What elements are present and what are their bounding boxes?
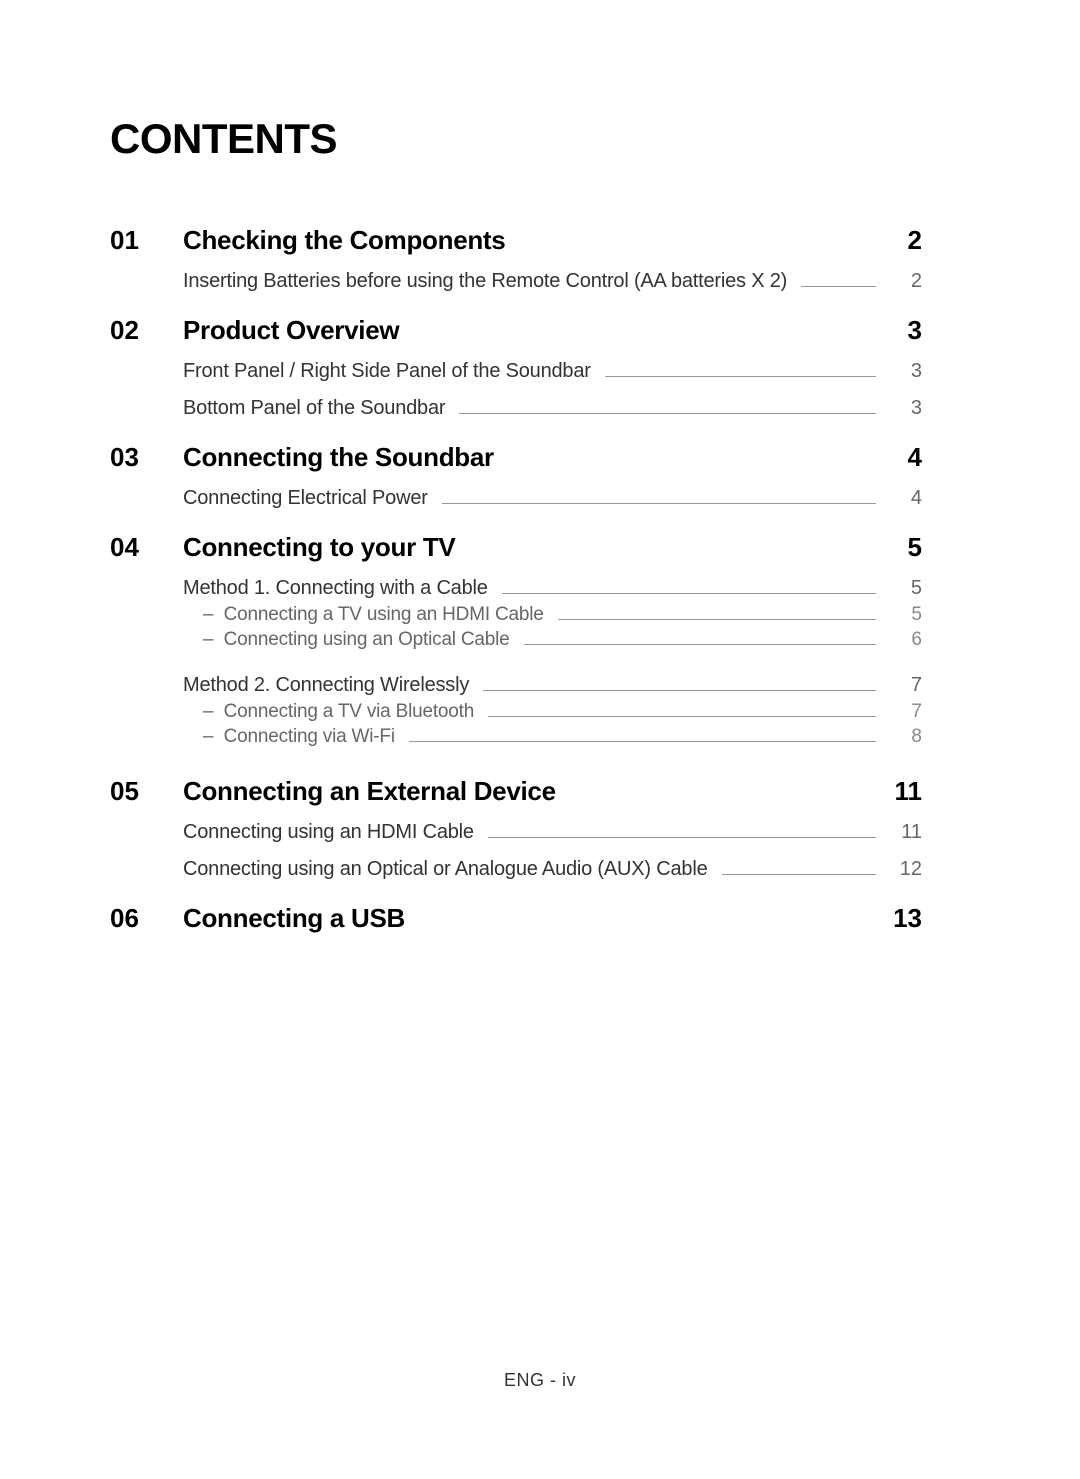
subsection-title: Front Panel / Right Side Panel of the So… xyxy=(183,360,591,383)
section-title: Connecting the Soundbar xyxy=(183,442,882,473)
leader-line xyxy=(502,593,876,594)
sub-subsection-title: Connecting a TV using an HDMI Cable xyxy=(224,604,544,626)
sub-subsection-title: Connecting via Wi-Fi xyxy=(224,726,395,748)
section-page: 3 xyxy=(882,315,922,346)
toc-sub-subsection[interactable]: – Connecting via Wi-Fi 8 xyxy=(203,726,922,748)
toc-section: 04 Connecting to your TV 5 Method 1. Con… xyxy=(110,532,922,748)
subsection-page: 4 xyxy=(890,487,922,510)
toc-sub-subsection[interactable]: – Connecting a TV using an HDMI Cable 5 xyxy=(203,604,922,626)
section-page: 2 xyxy=(882,225,922,256)
toc-subsection[interactable]: Method 1. Connecting with a Cable 5 xyxy=(183,577,922,600)
section-title: Product Overview xyxy=(183,315,882,346)
subsection-title: Connecting using an Optical or Analogue … xyxy=(183,858,708,881)
section-number: 01 xyxy=(110,225,183,256)
toc-section-header[interactable]: 04 Connecting to your TV 5 xyxy=(110,532,922,563)
subsection-title: Connecting using an HDMI Cable xyxy=(183,821,474,844)
toc-section: 01 Checking the Components 2 Inserting B… xyxy=(110,225,922,293)
subsection-page: 2 xyxy=(890,270,922,293)
toc-section-header[interactable]: 06 Connecting a USB 13 xyxy=(110,903,922,934)
toc-section-header[interactable]: 01 Checking the Components 2 xyxy=(110,225,922,256)
toc-section-header[interactable]: 05 Connecting an External Device 11 xyxy=(110,776,922,807)
section-number: 02 xyxy=(110,315,183,346)
toc-section-header[interactable]: 03 Connecting the Soundbar 4 xyxy=(110,442,922,473)
subsection-title: Bottom Panel of the Soundbar xyxy=(183,397,445,420)
leader-line xyxy=(409,741,876,742)
section-page: 5 xyxy=(882,532,922,563)
leader-line xyxy=(558,619,876,620)
contents-title: CONTENTS xyxy=(110,115,922,163)
leader-line xyxy=(488,716,876,717)
subsection-page: 3 xyxy=(890,397,922,420)
leader-line xyxy=(722,874,877,875)
toc-section-header[interactable]: 02 Product Overview 3 xyxy=(110,315,922,346)
leader-line xyxy=(488,837,876,838)
sub-subsection-title: Connecting using an Optical Cable xyxy=(224,629,510,651)
subsection-page: 11 xyxy=(890,821,922,844)
toc-section: 03 Connecting the Soundbar 4 Connecting … xyxy=(110,442,922,510)
dash-icon: – xyxy=(203,701,214,723)
section-page: 13 xyxy=(882,903,922,934)
section-number: 05 xyxy=(110,776,183,807)
toc-subsection[interactable]: Method 2. Connecting Wirelessly 7 xyxy=(183,674,922,697)
subsection-page: 5 xyxy=(890,577,922,600)
subsection-title: Method 2. Connecting Wirelessly xyxy=(183,674,469,697)
toc-subsection[interactable]: Connecting using an Optical or Analogue … xyxy=(183,858,922,881)
subsection-title: Connecting Electrical Power xyxy=(183,487,428,510)
page-content: CONTENTS 01 Checking the Components 2 In… xyxy=(0,0,1080,934)
toc-section: 06 Connecting a USB 13 xyxy=(110,903,922,934)
leader-line xyxy=(442,503,876,504)
toc-sub-subsection[interactable]: – Connecting a TV via Bluetooth 7 xyxy=(203,701,922,723)
sub-subsection-page: 6 xyxy=(890,629,922,651)
sub-subsection-page: 7 xyxy=(890,701,922,723)
section-title: Connecting a USB xyxy=(183,903,882,934)
leader-line xyxy=(524,644,876,645)
subsection-page: 12 xyxy=(890,858,922,881)
toc-section: 05 Connecting an External Device 11 Conn… xyxy=(110,776,922,881)
leader-line xyxy=(801,286,876,287)
dash-icon: – xyxy=(203,726,214,748)
toc-subsection[interactable]: Connecting Electrical Power 4 xyxy=(183,487,922,510)
sub-subsection-page: 8 xyxy=(890,726,922,748)
page-footer: ENG - iv xyxy=(0,1370,1080,1391)
dash-icon: – xyxy=(203,629,214,651)
section-title: Connecting an External Device xyxy=(183,776,882,807)
section-number: 03 xyxy=(110,442,183,473)
subsection-title: Method 1. Connecting with a Cable xyxy=(183,577,488,600)
subsection-title: Inserting Batteries before using the Rem… xyxy=(183,270,787,293)
section-page: 4 xyxy=(882,442,922,473)
section-title: Connecting to your TV xyxy=(183,532,882,563)
toc-subsection[interactable]: Bottom Panel of the Soundbar 3 xyxy=(183,397,922,420)
table-of-contents: 01 Checking the Components 2 Inserting B… xyxy=(110,225,922,934)
subsection-page: 7 xyxy=(890,674,922,697)
toc-section: 02 Product Overview 3 Front Panel / Righ… xyxy=(110,315,922,420)
toc-subsection[interactable]: Inserting Batteries before using the Rem… xyxy=(183,270,922,293)
sub-subsection-page: 5 xyxy=(890,604,922,626)
section-page: 11 xyxy=(882,776,922,807)
section-number: 06 xyxy=(110,903,183,934)
toc-sub-subsection[interactable]: – Connecting using an Optical Cable 6 xyxy=(203,629,922,651)
section-title: Checking the Components xyxy=(183,225,882,256)
toc-subsection[interactable]: Connecting using an HDMI Cable 11 xyxy=(183,821,922,844)
sub-subsection-title: Connecting a TV via Bluetooth xyxy=(224,701,475,723)
leader-line xyxy=(483,690,876,691)
leader-line xyxy=(605,376,876,377)
section-number: 04 xyxy=(110,532,183,563)
toc-subsection[interactable]: Front Panel / Right Side Panel of the So… xyxy=(183,360,922,383)
dash-icon: – xyxy=(203,604,214,626)
subsection-page: 3 xyxy=(890,360,922,383)
leader-line xyxy=(459,413,876,414)
